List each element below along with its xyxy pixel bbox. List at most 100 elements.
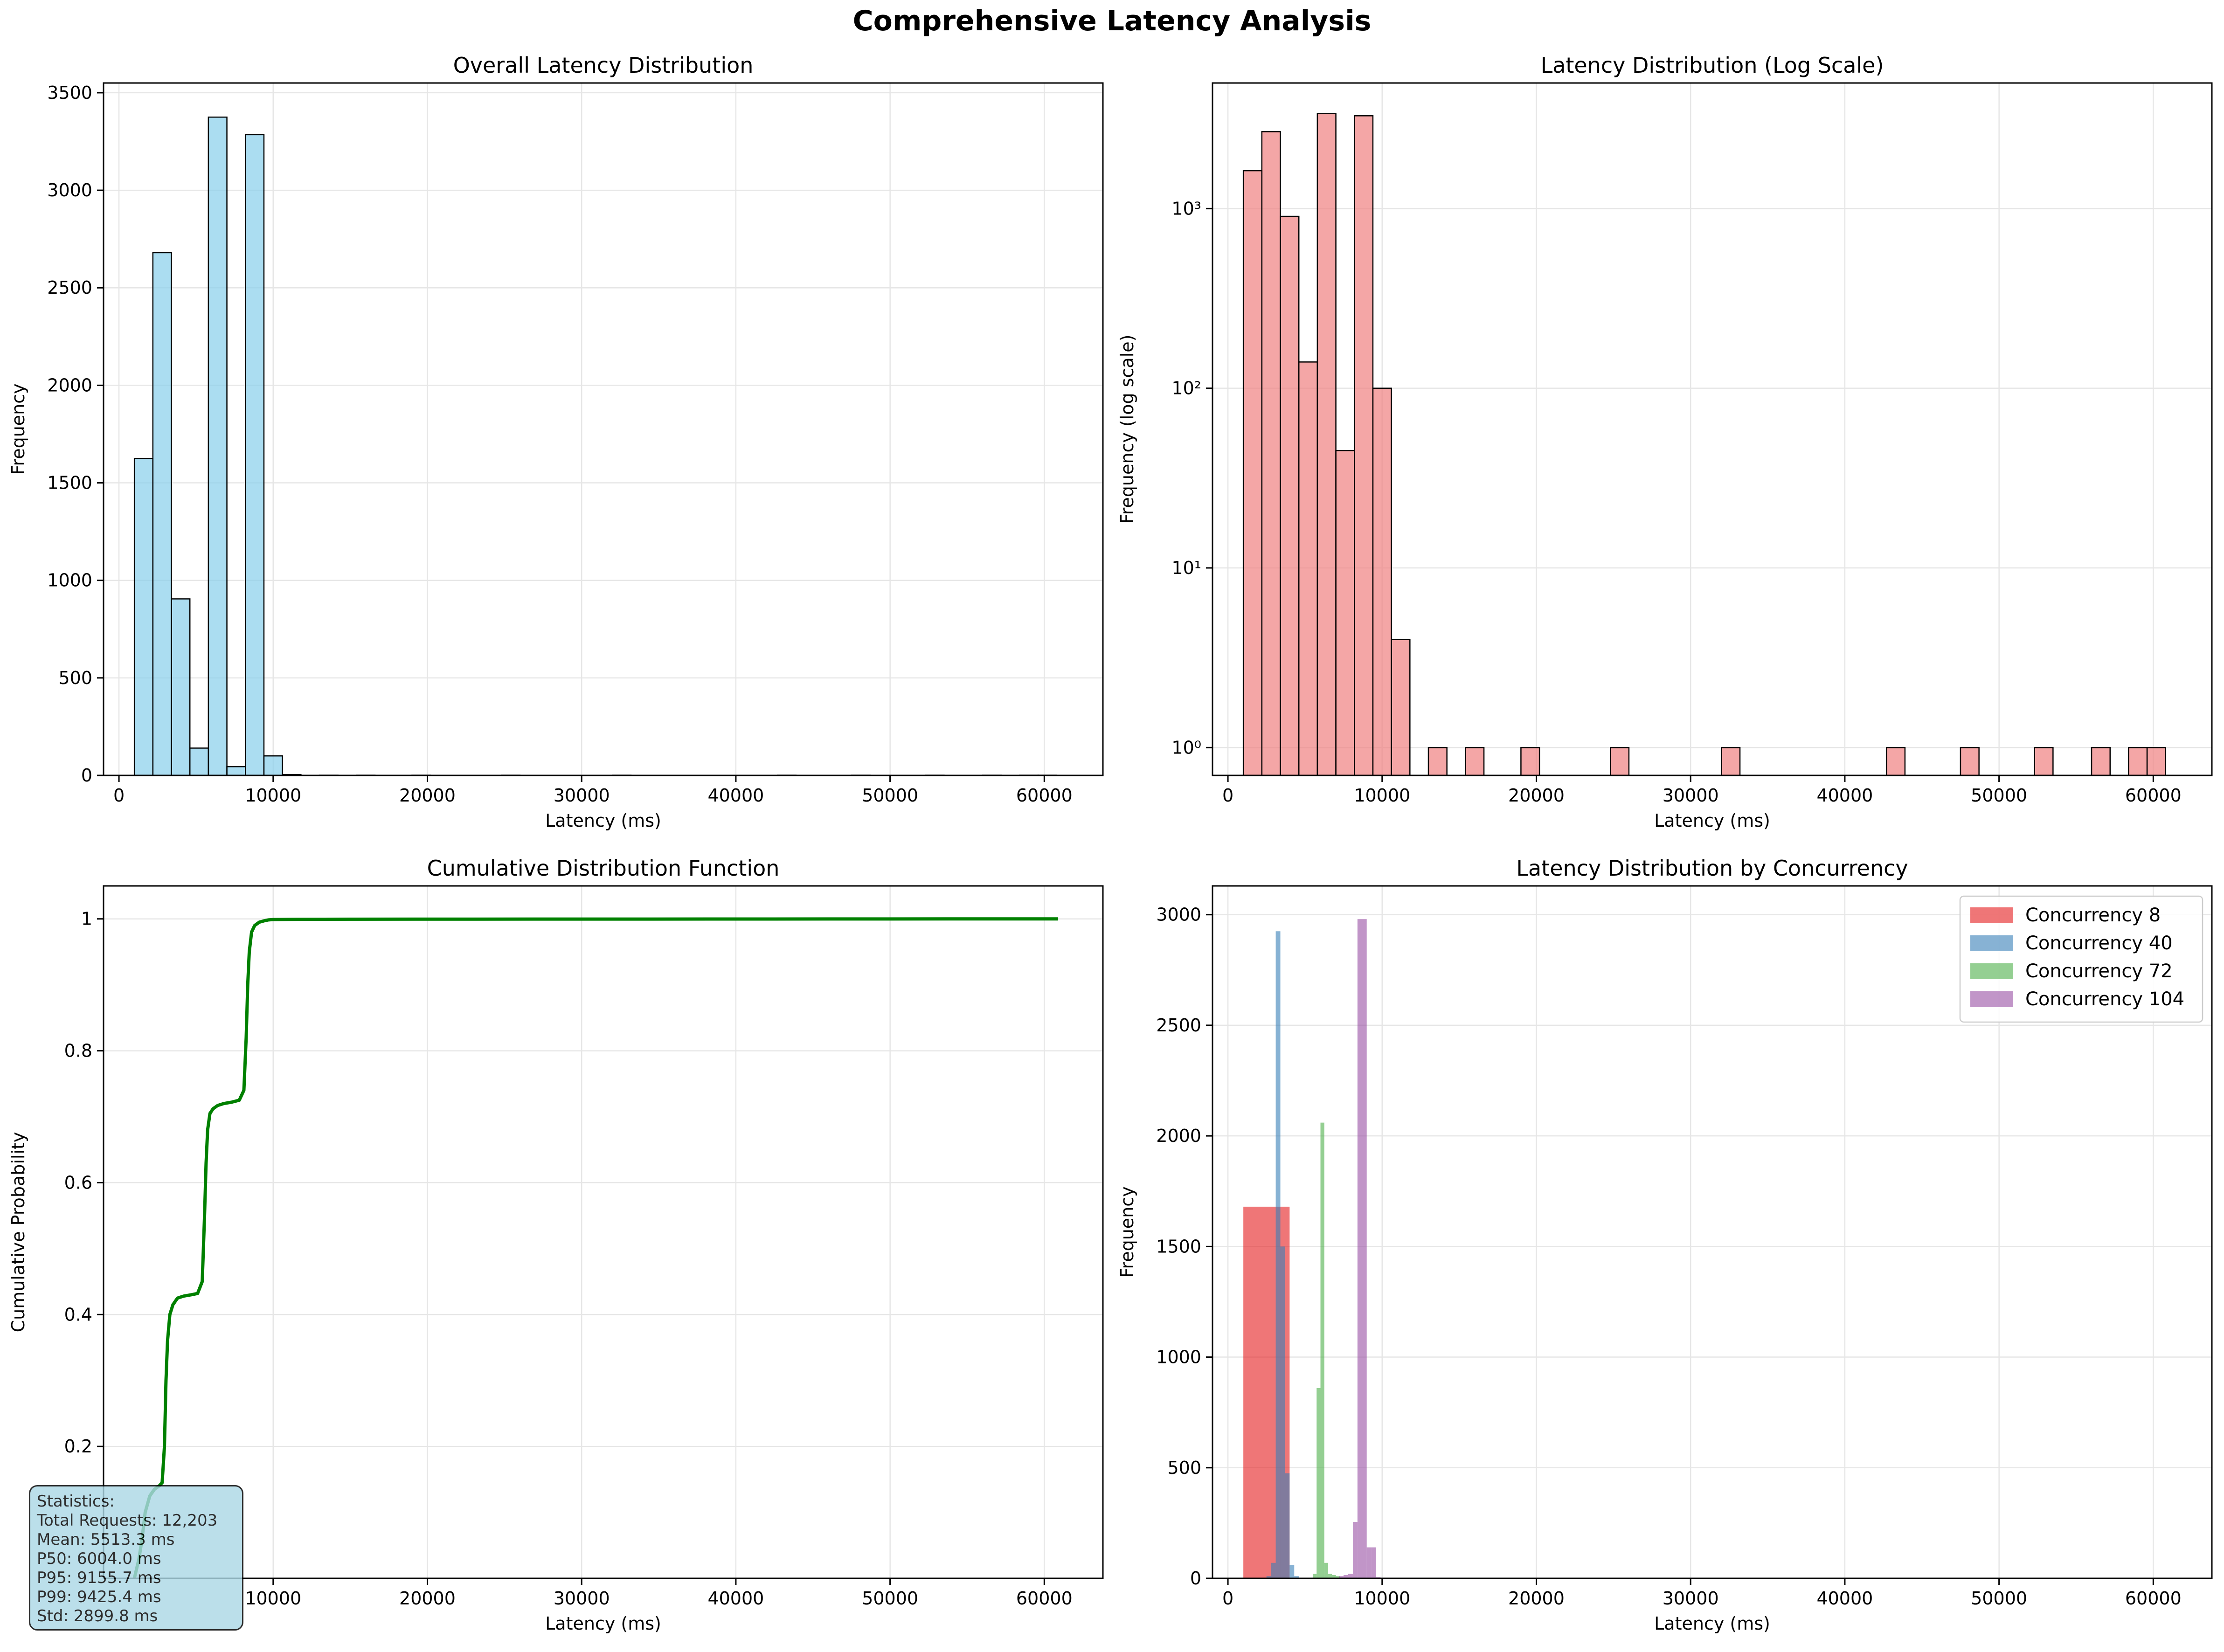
stats-line: P50: 6004.0 ms	[37, 1549, 161, 1568]
y-tick-label: 10³	[1171, 198, 1201, 219]
x-axis-label: Latency (ms)	[1654, 1613, 1770, 1634]
histogram-bar	[2034, 747, 2054, 776]
x-tick-label: 20000	[1508, 1588, 1565, 1609]
histogram-bar	[1298, 361, 1318, 776]
y-tick-label: 2000	[1156, 1126, 1201, 1146]
statistics-box: Statistics: Total Requests: 12,203 Mean:…	[29, 1485, 243, 1631]
histogram-bar	[1391, 639, 1411, 776]
histogram-bar	[245, 134, 265, 776]
x-tick-label: 30000	[554, 785, 610, 806]
histogram-bar	[133, 457, 154, 776]
legend-label: Concurrency 72	[2025, 961, 2173, 982]
histogram-bar	[1335, 450, 1355, 776]
legend-label: Concurrency 8	[2025, 905, 2161, 926]
y-tick-label: 10²	[1171, 378, 1201, 399]
histogram-bar	[226, 766, 246, 776]
concurrency-bar	[1332, 1575, 1336, 1578]
x-tick-label: 0	[1222, 785, 1233, 806]
concurrency-bar	[1357, 919, 1362, 1578]
histogram-bar	[189, 747, 209, 776]
stats-line: P99: 9425.4 ms	[37, 1588, 161, 1606]
stats-line: Mean: 5513.3 ms	[37, 1530, 175, 1549]
concurrency-bar	[1266, 1576, 1271, 1578]
cdf-line	[132, 917, 1059, 1579]
x-tick-label: 30000	[1663, 1588, 1719, 1609]
y-tick-label: 500	[58, 668, 92, 688]
legend-swatch	[1970, 991, 2013, 1007]
y-tick-label: 0.2	[64, 1436, 92, 1457]
histogram-bar	[263, 755, 283, 776]
concurrency-bar	[1348, 1574, 1353, 1578]
x-tick-label: 50000	[1971, 785, 2027, 806]
stats-line: Std: 2899.8 ms	[37, 1607, 158, 1625]
axes-title: Overall Latency Distribution	[453, 53, 754, 78]
concurrency-bar	[1294, 1576, 1299, 1578]
axes-title: Cumulative Distribution Function	[427, 856, 780, 881]
axes-frame	[1212, 82, 2213, 776]
y-tick-label: 1500	[47, 473, 92, 493]
x-tick-label: 0	[1222, 1588, 1233, 1609]
x-tick-label: 40000	[707, 1588, 764, 1609]
concurrency-bar	[1275, 931, 1281, 1578]
concurrency-bar	[1320, 1122, 1324, 1578]
y-tick-label: 2500	[1156, 1015, 1201, 1036]
x-tick-label: 30000	[1663, 785, 1719, 806]
concurrency-bar	[1371, 1547, 1376, 1578]
concurrency-bar	[1316, 1388, 1321, 1578]
legend-label: Concurrency 104	[2025, 988, 2184, 1010]
concurrency-bar	[1362, 919, 1367, 1578]
histogram-bar	[1465, 747, 1485, 776]
concurrency-bar	[1336, 1576, 1340, 1578]
x-axis-label: Latency (ms)	[545, 810, 661, 831]
histogram-bar	[2091, 747, 2111, 776]
concurrency-bar	[1285, 1473, 1290, 1578]
axes-frame	[103, 885, 1104, 1579]
x-tick-label: 40000	[1816, 785, 1873, 806]
stats-line: Statistics:	[37, 1492, 115, 1511]
concurrency-bar	[1324, 1562, 1329, 1578]
y-tick-label: 0	[81, 765, 92, 786]
histogram-bar	[1427, 747, 1448, 776]
y-tick-label: 1	[81, 909, 92, 929]
histogram-bar	[1372, 387, 1392, 776]
histogram-bar	[1316, 113, 1337, 776]
axes-title: Latency Distribution by Concurrency	[1516, 856, 1908, 881]
y-tick-label: 0.6	[64, 1172, 92, 1193]
concurrency-bar	[1289, 1565, 1295, 1578]
legend-box	[1959, 895, 2203, 1023]
x-tick-label: 50000	[862, 785, 918, 806]
x-tick-label: 60000	[2125, 785, 2182, 806]
y-tick-label: 10⁰	[1171, 737, 1201, 758]
y-tick-label: 1500	[1156, 1236, 1201, 1257]
histogram-bar	[1280, 215, 1300, 776]
x-tick-label: 10000	[245, 785, 301, 806]
y-axis-label: Frequency (log scale)	[1117, 335, 1137, 524]
x-tick-label: 60000	[1016, 1588, 1073, 1609]
x-axis-label: Latency (ms)	[1654, 810, 1770, 831]
concurrency-bar	[1352, 1522, 1358, 1578]
y-tick-label: 3000	[47, 180, 92, 200]
x-tick-label: 40000	[707, 785, 764, 806]
y-tick-label: 10¹	[1171, 558, 1201, 578]
histogram-bar	[1609, 747, 1630, 776]
x-tick-label: 10000	[1354, 1588, 1410, 1609]
axes-frame	[1212, 885, 2213, 1579]
y-tick-label: 0.8	[64, 1041, 92, 1061]
histogram-bar	[1520, 747, 1540, 776]
legend-swatch	[1970, 963, 2013, 979]
x-tick-label: 20000	[1508, 785, 1565, 806]
concurrency-bar	[1280, 1246, 1285, 1578]
x-tick-label: 40000	[1816, 1588, 1873, 1609]
x-tick-label: 60000	[1016, 785, 1073, 806]
concurrency-bar	[1366, 1547, 1372, 1578]
y-tick-label: 0.4	[64, 1304, 92, 1325]
legend-swatch	[1970, 907, 2013, 923]
histogram-bar	[1261, 131, 1281, 776]
y-axis-label: Frequency	[1117, 1186, 1137, 1278]
y-axis-label: Frequency	[8, 383, 28, 475]
y-tick-label: 2000	[47, 375, 92, 395]
concurrency-bar	[1339, 1576, 1344, 1578]
y-tick-label: 1000	[47, 570, 92, 591]
